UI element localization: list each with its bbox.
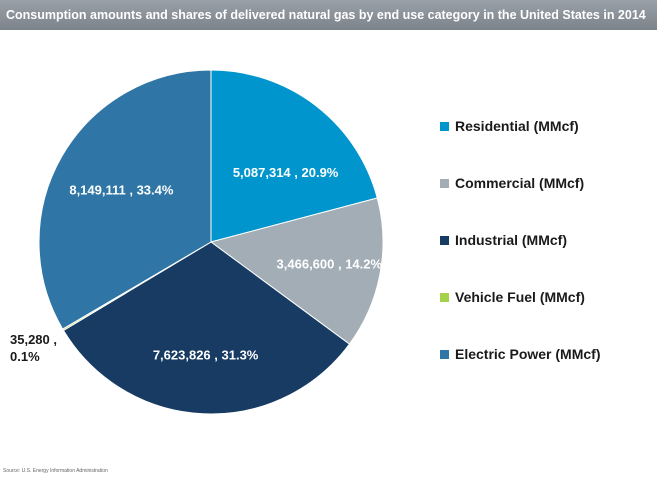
legend-swatch-commercial bbox=[440, 178, 449, 188]
pie-slice-residential bbox=[210, 69, 378, 243]
data-label-commercial: 3,466,600 , 14.2% bbox=[277, 257, 383, 272]
source-note: Source: U.S. Energy Information Administ… bbox=[3, 468, 108, 474]
legend-item-residential: Residential (MMcf) bbox=[440, 117, 579, 135]
legend-label-industrial: Industrial (MMcf) bbox=[455, 232, 567, 248]
data-label-electric-power: 8,149,111 , 33.4% bbox=[69, 183, 174, 198]
title-bar: Consumption amounts and shares of delive… bbox=[0, 0, 657, 30]
data-label-industrial: 7,623,826 , 31.3% bbox=[153, 347, 259, 362]
legend-item-commercial: Commercial (MMcf) bbox=[440, 174, 584, 192]
pie-slice-industrial bbox=[62, 241, 351, 415]
legend-swatch-vehicle-fuel bbox=[440, 292, 449, 302]
legend-swatch-residential bbox=[440, 121, 449, 131]
data-label-vehicle-fuel: 35,280 , 0.1% bbox=[10, 332, 57, 364]
pie-slice-electric-power bbox=[38, 69, 212, 330]
data-label-residential: 5,087,314 , 20.9% bbox=[233, 165, 339, 180]
legend-item-electric-power: Electric Power (MMcf) bbox=[440, 345, 600, 363]
legend-item-industrial: Industrial (MMcf) bbox=[440, 231, 567, 249]
legend-swatch-industrial bbox=[440, 235, 449, 245]
legend-label-commercial: Commercial (MMcf) bbox=[455, 175, 585, 191]
pie-slice-commercial bbox=[209, 197, 384, 345]
legend-label-residential: Residential (MMcf) bbox=[455, 118, 579, 134]
legend-label-electric-power: Electric Power (MMcf) bbox=[455, 346, 601, 362]
legend-item-vehicle-fuel: Vehicle Fuel (MMcf) bbox=[440, 288, 585, 306]
legend-swatch-electric-power bbox=[440, 349, 449, 359]
chart-title: Consumption amounts and shares of delive… bbox=[6, 8, 646, 22]
legend-label-vehicle-fuel: Vehicle Fuel (MMcf) bbox=[455, 289, 585, 305]
